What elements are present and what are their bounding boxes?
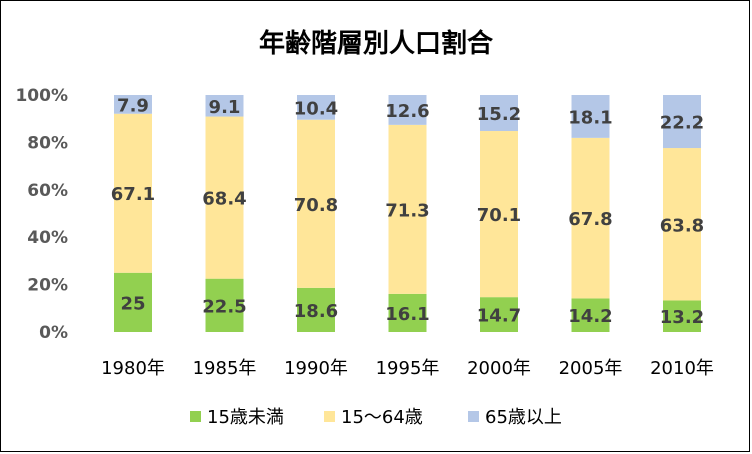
data-label: 9.1	[209, 97, 241, 118]
bar-segment	[114, 95, 152, 114]
bar-segment	[205, 116, 244, 279]
x-axis: 1980年 1985年 1990年 1995年 2000年 2005年 2010年	[101, 358, 714, 379]
data-label: 12.6	[385, 101, 429, 122]
data-label: 13.2	[660, 307, 704, 328]
data-label: 67.8	[568, 209, 612, 230]
bars: 25 67.1 7.9 22.5 68.4 9.1 18.6 70.8 10.4 16.1 71.3…	[111, 95, 704, 332]
data-label: 18.6	[294, 301, 338, 322]
data-label: 16.1	[385, 304, 429, 325]
bar-segment	[480, 297, 518, 332]
bar-segment	[297, 287, 335, 332]
bar-segment	[571, 137, 610, 299]
x-tick-label: 2000年	[467, 358, 531, 379]
x-tick-label: 1990年	[284, 358, 348, 379]
bar-segment	[205, 95, 244, 117]
data-label: 14.7	[477, 306, 521, 327]
x-tick-label: 1980年	[101, 358, 165, 379]
bar-segment	[571, 95, 610, 138]
y-tick-label: 0%	[39, 323, 68, 343]
bar-segment	[297, 119, 335, 288]
bar-segment	[297, 95, 335, 120]
data-label: 68.4	[202, 189, 246, 210]
bar-segment	[388, 293, 427, 332]
bar-segment	[114, 272, 152, 332]
y-tick-label: 40%	[27, 228, 68, 248]
bar-segment	[480, 95, 518, 132]
bar-segment	[663, 95, 701, 149]
bar-segment	[388, 124, 427, 294]
data-label: 22.5	[202, 296, 246, 317]
data-label: 70.1	[477, 205, 521, 226]
bar-segment	[571, 298, 610, 332]
legend: 15歳未満 15～64歳 65歳以上	[190, 407, 562, 428]
legend-label: 15歳未満	[207, 407, 284, 428]
y-tick-label: 20%	[27, 276, 68, 296]
bar-segment	[114, 113, 152, 273]
bar-segment	[388, 95, 427, 125]
x-tick-label: 2010年	[650, 358, 714, 379]
data-label: 25	[120, 293, 145, 314]
legend-item: 15歳未満	[190, 407, 284, 428]
x-tick-label: 1995年	[376, 358, 440, 379]
data-label: 63.8	[660, 215, 704, 236]
y-tick-label: 80%	[27, 133, 68, 153]
data-label: 18.1	[568, 107, 612, 128]
data-label: 14.2	[568, 306, 612, 327]
legend-swatch	[324, 411, 335, 422]
data-label: 10.4	[294, 98, 338, 119]
bar-segment	[480, 131, 518, 298]
x-tick-label: 1985年	[193, 358, 257, 379]
data-label: 22.2	[660, 113, 704, 134]
chart-title: 年齢階層別人口割合	[259, 28, 494, 59]
bar-segment	[663, 148, 701, 301]
y-tick-label: 100%	[15, 86, 68, 106]
y-axis: 0% 20% 40% 60% 80% 100%	[15, 86, 68, 343]
legend-label: 65歳以上	[485, 407, 562, 428]
data-label: 7.9	[117, 95, 149, 116]
legend-label: 15～64歳	[341, 407, 423, 428]
y-tick-label: 60%	[27, 181, 68, 201]
bar-segment	[205, 278, 244, 332]
legend-swatch	[468, 411, 479, 422]
legend-item: 65歳以上	[468, 407, 562, 428]
data-label: 71.3	[385, 200, 429, 221]
legend-swatch	[190, 411, 201, 422]
data-label: 15.2	[477, 104, 521, 125]
bar-segment	[663, 300, 701, 332]
x-tick-label: 2005年	[559, 358, 623, 379]
legend-item: 15～64歳	[324, 407, 423, 428]
data-label: 70.8	[294, 195, 338, 216]
data-label: 67.1	[111, 184, 155, 205]
